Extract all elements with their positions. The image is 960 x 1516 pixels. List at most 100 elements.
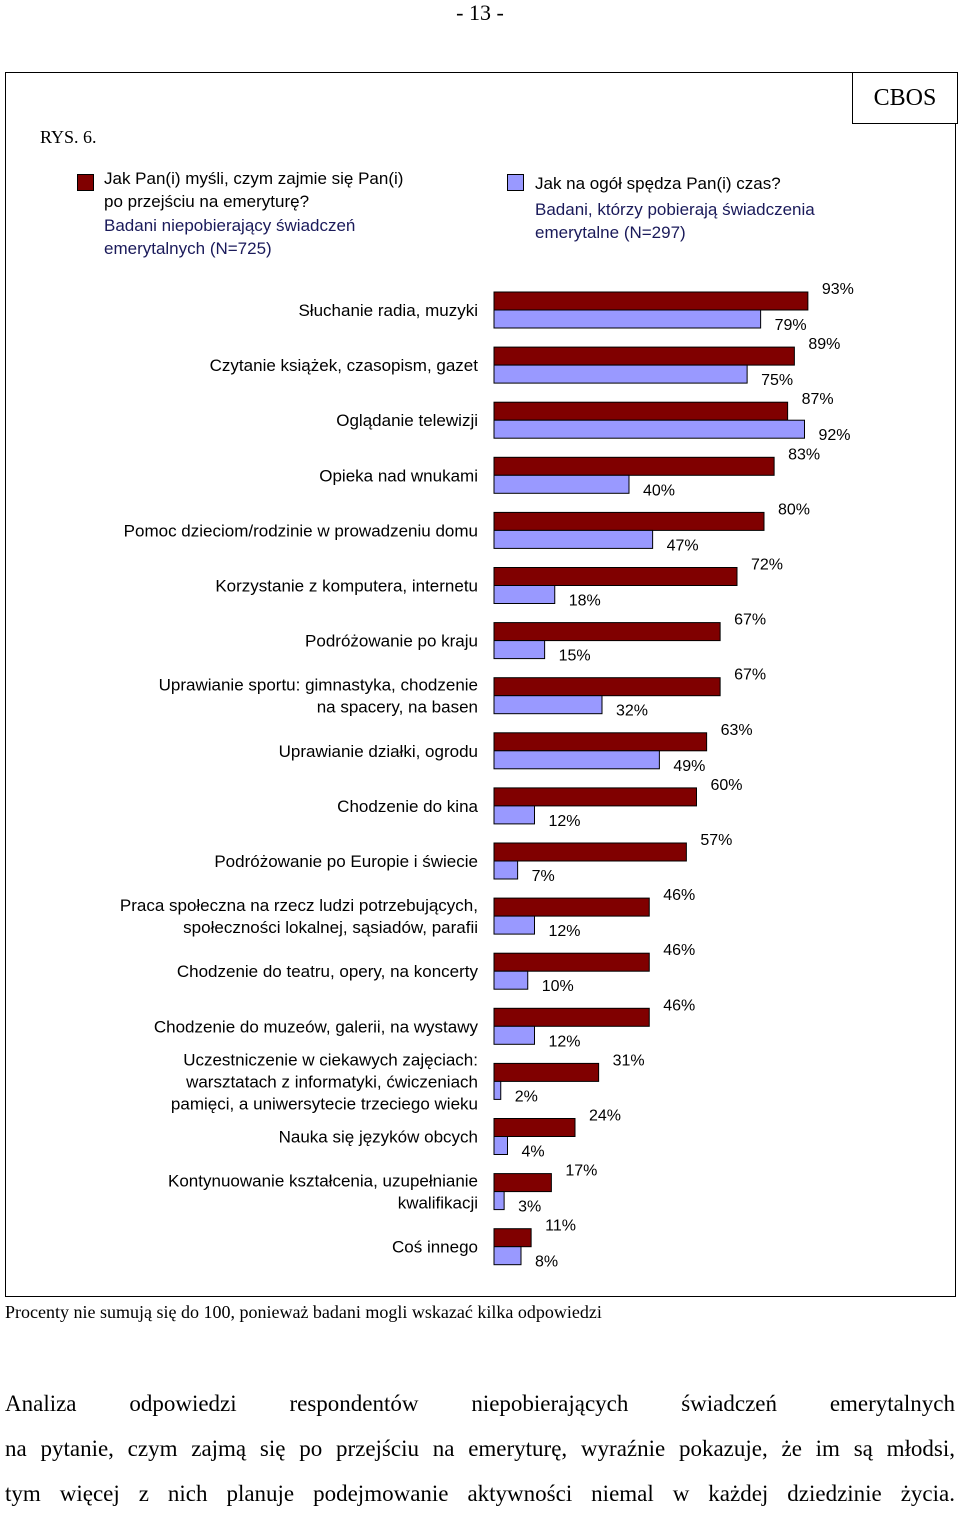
data-label-series2: 49% (673, 758, 705, 775)
bar-series1 (493, 346, 795, 366)
category-label: Chodzenie do kina (337, 797, 478, 816)
data-label-series1: 67% (734, 612, 766, 629)
bar-series1 (493, 952, 650, 972)
category-label: Praca społeczna na rzecz ludzi potrzebuj… (120, 896, 478, 937)
data-label-series2: 12% (549, 1033, 581, 1050)
legend-question-series1: Jak Pan(i) myśli, czym zajmie się Pan(i)… (104, 167, 403, 213)
bar-series1 (493, 842, 687, 862)
data-label-series1: 63% (721, 722, 753, 739)
chart-footnote: Procenty nie sumują się do 100, ponieważ… (5, 1302, 602, 1322)
data-label-series2: 92% (819, 427, 851, 444)
bar-series1 (493, 456, 775, 476)
bar-series1 (493, 622, 721, 642)
bar-series2 (493, 695, 603, 715)
figure-frame (5, 72, 956, 1297)
category-label: Korzystanie z komputera, internetu (215, 577, 478, 596)
legend-swatch-series2 (507, 174, 524, 191)
data-label-series2: 75% (761, 372, 793, 389)
data-label-series1: 83% (788, 446, 820, 463)
bar-series1 (493, 1228, 532, 1248)
body-line: na pytanie, czym zajmą się po przejściu … (5, 1436, 955, 1461)
bar-series2 (493, 860, 519, 880)
data-label-series2: 12% (549, 923, 581, 940)
data-label-series2: 40% (643, 482, 675, 499)
data-label-series1: 89% (808, 336, 840, 353)
bar-series2 (493, 309, 762, 329)
data-label-series2: 47% (667, 537, 699, 554)
bar-series2 (493, 474, 630, 494)
data-label-series2: 10% (542, 978, 574, 995)
figure-label: RYS. 6. (40, 127, 97, 147)
legend-question-line: po przejściu na emeryturę? (104, 192, 310, 211)
data-label-series2: 15% (559, 648, 591, 665)
legend-population-line: emerytalne (N=297) (535, 223, 686, 242)
data-label-series2: 18% (569, 593, 601, 610)
bar-series1 (493, 1007, 650, 1027)
data-label-series2: 79% (775, 317, 807, 334)
data-label-series1: 87% (802, 391, 834, 408)
bar-series2 (493, 640, 546, 660)
data-label-series1: 80% (778, 501, 810, 518)
bar-series1 (493, 1062, 600, 1082)
category-label: Uczestniczenie w ciekawych zajęciach: war… (171, 1050, 478, 1113)
bar-series2 (493, 419, 805, 439)
bar-series2 (493, 364, 748, 384)
bar-series2 (493, 1136, 508, 1155)
body-line: tym więcej z nich planuje podejmowanie a… (5, 1481, 955, 1506)
bar-series2 (493, 970, 529, 990)
data-label-series2: 12% (549, 813, 581, 830)
category-label: Chodzenie do teatru, opery, na koncerty (177, 962, 479, 981)
bar-series2 (493, 915, 535, 935)
data-label-series2: 32% (616, 703, 648, 720)
category-label: Nauka się języków obcych (279, 1128, 478, 1147)
data-label-series1: 17% (565, 1163, 597, 1180)
legend-population-series2: Badani, którzy pobierają świadczenia eme… (535, 198, 815, 244)
legend-question-line: Jak Pan(i) myśli, czym zajmie się Pan(i) (104, 169, 404, 188)
category-label: Podróżowanie po Europie i świecie (214, 852, 478, 871)
brand-box: CBOS (852, 72, 958, 124)
brand-label: CBOS (873, 84, 937, 111)
data-label-series1: 60% (711, 777, 743, 794)
bar-series2 (493, 750, 660, 770)
category-label: Uprawianie działki, ogrodu (279, 742, 478, 761)
data-label-series2: 7% (532, 868, 555, 885)
legend-swatch-series1 (77, 174, 94, 191)
data-label-series1: 46% (663, 942, 695, 959)
bar-series1 (493, 732, 708, 752)
bar-series2 (493, 529, 654, 549)
bar-chart: Słuchanie radia, muzyki 93% 79% Czytanie ks… (120, 281, 854, 1271)
category-label: Chodzenie do muzeów, galerii, na wystawy (154, 1017, 479, 1036)
bar-series2 (493, 1080, 502, 1100)
legend-question-series2: Jak na ogół spędza Pan(i) czas? (535, 172, 781, 195)
category-label: Oglądanie telewizji (336, 411, 478, 430)
bar-series1 (493, 401, 789, 421)
data-label-series1: 11% (545, 1218, 576, 1235)
data-label-series1: 24% (589, 1108, 621, 1125)
legend-question-line: Jak na ogół spędza Pan(i) czas? (535, 174, 781, 193)
bar-series2 (493, 805, 535, 825)
page-number: - 13 - (456, 0, 504, 25)
data-label-series1: 67% (734, 667, 766, 684)
legend-population-line: emerytalnych (N=725) (104, 239, 272, 258)
data-label-series1: 46% (663, 997, 695, 1014)
bar-series1 (493, 1118, 576, 1137)
data-label-series2: 4% (522, 1144, 545, 1161)
category-label: Podróżowanie po kraju (305, 632, 478, 651)
category-label: Kontynuowanie kształcenia, uzupełnianie k… (168, 1172, 478, 1213)
bar-series1 (493, 291, 809, 311)
bar-series2 (493, 1246, 522, 1266)
data-label-series1: 57% (700, 832, 732, 849)
category-label: Czytanie książek, czasopism, gazet (210, 356, 479, 375)
legend-population-line: Badani niepobierający świadczeń (104, 216, 356, 235)
data-label-series2: 3% (518, 1199, 541, 1216)
data-label-series1: 31% (613, 1052, 645, 1069)
data-label-series2: 2% (515, 1088, 538, 1105)
category-label: Opieka nad wnukami (319, 466, 478, 485)
bar-series1 (493, 787, 697, 807)
category-label: Słuchanie radia, muzyki (298, 301, 478, 320)
body-paragraph: Analiza odpowiedzi respondentów niepobie… (5, 1381, 955, 1516)
bar-series2 (493, 1025, 535, 1045)
category-label: Pomoc dzieciom/rodzinie w prowadzeniu do… (124, 521, 478, 540)
legend-population-series1: Badani niepobierający świadczeń emerytal… (104, 214, 355, 260)
data-label-series1: 93% (822, 281, 854, 298)
